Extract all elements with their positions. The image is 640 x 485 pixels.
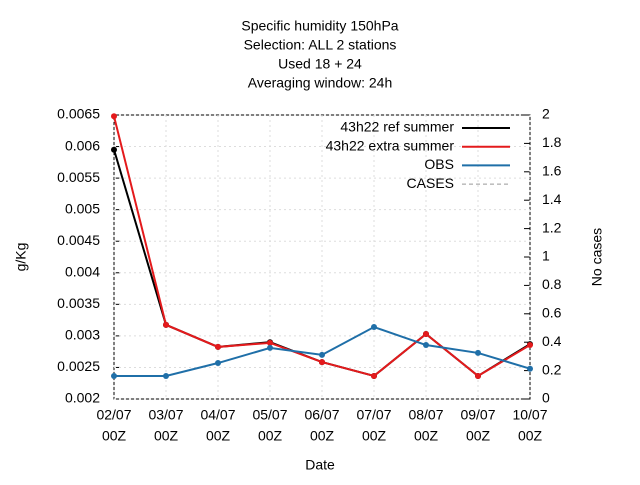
y-tick-label: 0.0065: [57, 106, 100, 122]
y2-axis-label: No cases: [589, 228, 605, 286]
legend-label: 43h22 ref summer: [340, 119, 454, 135]
x-tick-label: 06/07: [304, 407, 339, 423]
y2-tick-label: 1.8: [542, 134, 562, 150]
point: [215, 343, 221, 350]
x-tick-label: 00Z: [414, 428, 439, 444]
x-tick-label: 00Z: [154, 428, 179, 444]
point: [475, 372, 481, 379]
point: [111, 113, 117, 120]
series-line: [113, 149, 531, 378]
point: [215, 360, 221, 367]
y2-tick-label: 1.6: [542, 163, 562, 179]
x-tick-label: 00Z: [362, 428, 387, 444]
point: [111, 372, 117, 379]
y-tick-label: 0.003: [65, 327, 100, 343]
point: [163, 321, 169, 328]
y-tick-label: 0.006: [65, 137, 100, 153]
x-tick-label: 04/07: [200, 407, 235, 423]
chart-title: Averaging window: 24h: [248, 75, 393, 91]
y2-tick-label: 2: [542, 106, 550, 122]
y2-tick-label: 1.2: [542, 219, 562, 235]
legend-label: CASES: [407, 175, 454, 191]
x-tick-label: 07/07: [356, 407, 391, 423]
y2-tick-label: 0.2: [542, 361, 562, 377]
chart-title: Specific humidity 150hPa: [241, 18, 398, 34]
point: [319, 359, 325, 366]
y-tick-label: 0.0045: [57, 232, 100, 248]
y2-tick-label: 0: [542, 390, 550, 406]
y2-tick-label: 1: [542, 248, 550, 264]
point: [423, 342, 429, 349]
x-tick-label: 00Z: [518, 428, 543, 444]
x-tick-label: 05/07: [252, 407, 287, 423]
x-tick-label: 00Z: [310, 428, 335, 444]
point: [319, 351, 325, 358]
x-tick-label: 00Z: [102, 428, 127, 444]
x-tick-label: 00Z: [206, 428, 231, 444]
y-axis-label: g/Kg: [13, 243, 29, 272]
x-tick-label: 10/07: [512, 407, 547, 423]
y-tick-label: 0.0025: [57, 358, 100, 374]
point: [423, 330, 429, 337]
legend-label: OBS: [424, 156, 454, 172]
y2-tick-label: 1.4: [542, 191, 562, 207]
x-tick-label: 02/07: [96, 407, 131, 423]
point: [267, 344, 273, 351]
legend-label: 43h22 extra summer: [326, 137, 455, 153]
chart-title: Used 18 + 24: [278, 56, 362, 72]
point: [163, 372, 169, 379]
point: [475, 349, 481, 356]
y-tick-label: 0.005: [65, 200, 100, 216]
chart-title: Selection: ALL 2 stations: [244, 37, 397, 53]
point: [371, 324, 377, 331]
point: [267, 339, 273, 346]
y-tick-label: 0.0035: [57, 295, 100, 311]
point: [371, 372, 377, 379]
y-tick-label: 0.002: [65, 390, 100, 406]
point: [527, 365, 533, 372]
y2-tick-label: 0.8: [542, 276, 562, 292]
x-tick-label: 03/07: [148, 407, 183, 423]
y-tick-label: 0.004: [65, 263, 100, 279]
x-axis-label: Date: [305, 457, 335, 473]
x-tick-label: 09/07: [460, 407, 495, 423]
x-tick-label: 00Z: [466, 428, 491, 444]
y2-tick-label: 0.6: [542, 305, 562, 321]
x-tick-label: 00Z: [258, 428, 283, 444]
y2-tick-label: 0.4: [542, 333, 562, 349]
point: [527, 342, 533, 349]
x-tick-label: 08/07: [408, 407, 443, 423]
point: [111, 146, 117, 153]
y-tick-label: 0.0055: [57, 169, 100, 185]
